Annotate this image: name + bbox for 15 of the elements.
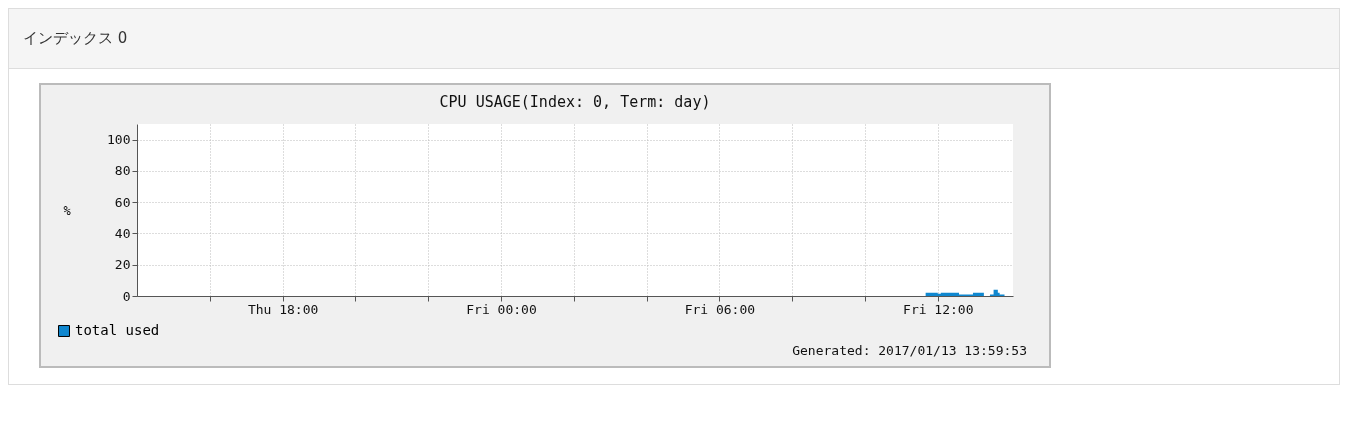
y-tick-label: 0 xyxy=(122,288,131,304)
y-tick-label: 80 xyxy=(114,163,131,179)
y-tick-label: 20 xyxy=(114,257,131,273)
y-axis-title: % xyxy=(63,203,72,218)
y-tick-label: 40 xyxy=(114,225,131,241)
x-tick-label: Fri 06:00 xyxy=(684,301,756,317)
y-tick-label: 60 xyxy=(114,194,131,210)
y-tick-label: 100 xyxy=(107,132,131,148)
x-tick-label: Fri 00:00 xyxy=(466,301,537,317)
text: Generated: 2017/01/13 13:59:53 xyxy=(791,343,1028,358)
chart-title: CPU USAGE(Index: 0, Term: day) xyxy=(439,93,711,111)
legend-label: total used xyxy=(75,322,160,338)
x-tick-label: Fri 12:00 xyxy=(903,301,974,317)
text: インデックス 0 xyxy=(9,9,1339,69)
x-tick-label: Thu 18:00 xyxy=(247,301,319,317)
